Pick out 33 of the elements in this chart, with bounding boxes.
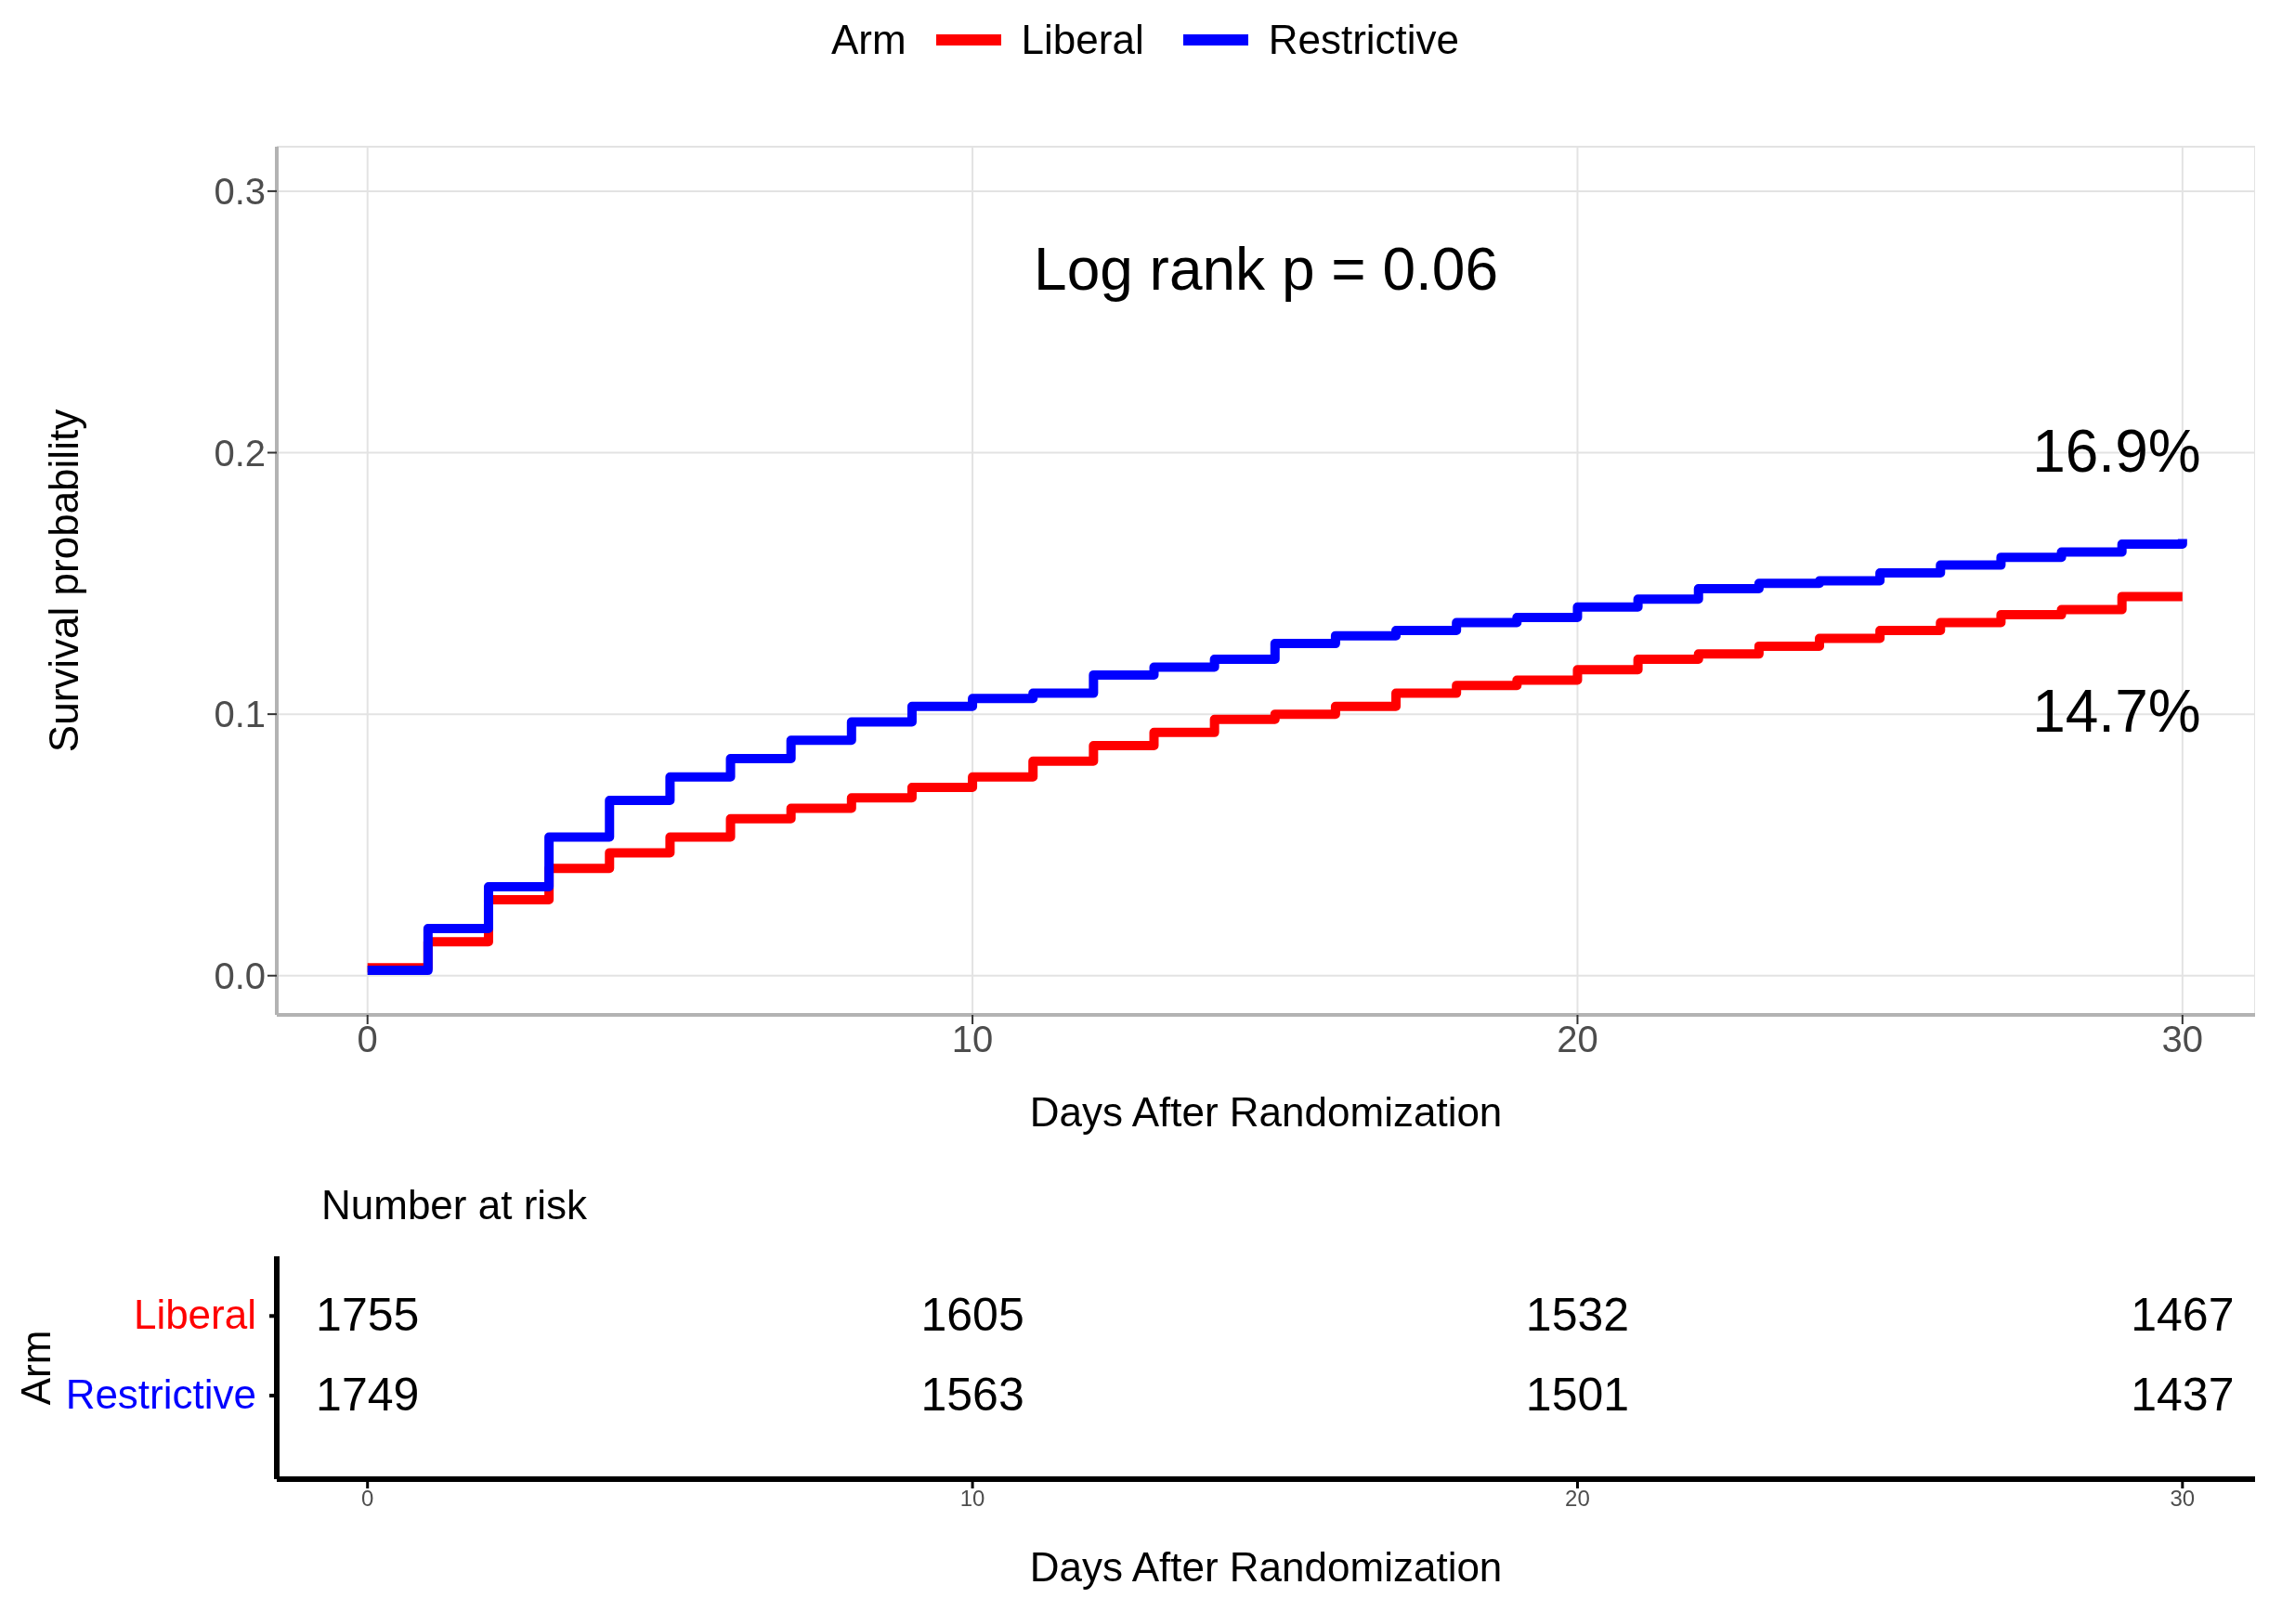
legend-label: Restrictive bbox=[1268, 17, 1460, 63]
annotation: Log rank p = 0.06 bbox=[1034, 235, 1498, 303]
x-tick-label: 0 bbox=[361, 1486, 374, 1512]
x-tick-label: 20 bbox=[1565, 1486, 1590, 1512]
legend-title: Arm bbox=[830, 17, 906, 63]
y-tick-label: 0.3 bbox=[214, 171, 266, 213]
y-axis-title: Survival probability bbox=[40, 409, 86, 753]
data-label: 1467 bbox=[2131, 1289, 2235, 1342]
x-tick-label: 10 bbox=[959, 1486, 985, 1512]
data-label: 1749 bbox=[316, 1369, 420, 1421]
data-label: 1563 bbox=[920, 1369, 1024, 1421]
y-tick-label: 0.1 bbox=[214, 694, 266, 735]
data-label: 1501 bbox=[1525, 1369, 1630, 1421]
y-axis-title: Arm bbox=[12, 1330, 59, 1406]
data-label: 1532 bbox=[1525, 1289, 1630, 1342]
chart-title: Number at risk bbox=[321, 1182, 589, 1229]
y-tick-label: Restrictive bbox=[65, 1371, 256, 1417]
x-tick-label: 0 bbox=[357, 1019, 378, 1060]
legend-label: Liberal bbox=[1021, 17, 1144, 63]
data-label: 1755 bbox=[316, 1289, 420, 1342]
annotation: 16.9% bbox=[2032, 417, 2201, 485]
x-tick-label: 10 bbox=[951, 1019, 994, 1060]
y-tick-label: Liberal bbox=[133, 1292, 256, 1338]
data-label: 1605 bbox=[920, 1289, 1024, 1342]
x-axis-title: Days After Randomization bbox=[1029, 1089, 1503, 1135]
annotation: 14.7% bbox=[2032, 678, 2201, 746]
x-tick-label: 30 bbox=[2170, 1486, 2196, 1512]
data-label: 1437 bbox=[2131, 1369, 2235, 1421]
y-tick-label: 0.0 bbox=[214, 955, 266, 996]
x-axis-title: Days After Randomization bbox=[1029, 1544, 1503, 1590]
x-tick-label: 30 bbox=[2161, 1019, 2204, 1060]
y-tick-label: 0.2 bbox=[214, 432, 266, 474]
x-tick-label: 20 bbox=[1557, 1019, 1598, 1060]
